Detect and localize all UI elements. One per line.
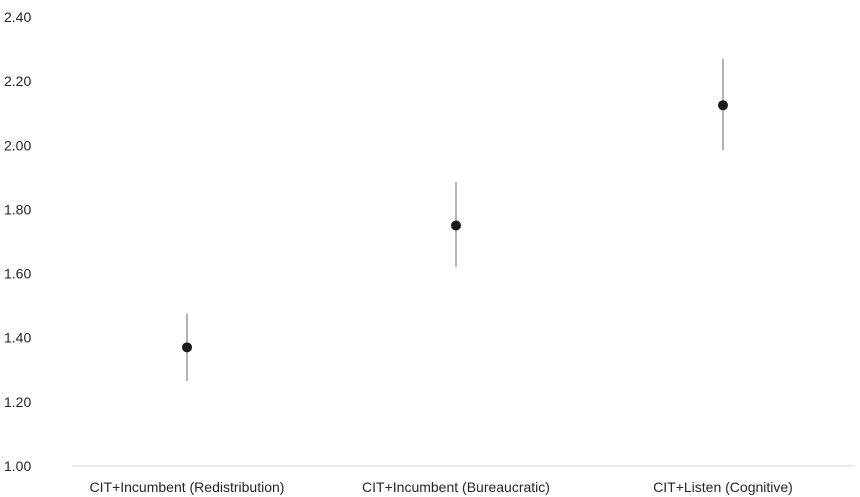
y-tick-label: 1.20 bbox=[4, 394, 31, 410]
data-points bbox=[182, 100, 728, 353]
data-point-marker bbox=[182, 342, 192, 353]
x-category-label: CIT+Incumbent (Bureaucratic) bbox=[362, 479, 550, 495]
x-category-label: CIT+Listen (Cognitive) bbox=[653, 479, 793, 495]
x-axis-categories: CIT+Incumbent (Redistribution) CIT+Incumb… bbox=[90, 479, 793, 495]
y-axis-ticks: 1.00 1.20 1.40 1.60 1.80 2.00 2.20 2.40 bbox=[4, 9, 31, 474]
y-tick-label: 1.80 bbox=[4, 201, 31, 217]
x-category-label: CIT+Incumbent (Redistribution) bbox=[90, 479, 285, 495]
data-point-marker bbox=[718, 100, 728, 111]
error-bars bbox=[186, 58, 724, 382]
y-tick-label: 1.60 bbox=[4, 266, 31, 282]
y-tick-label: 1.40 bbox=[4, 330, 31, 346]
y-tick-label: 2.40 bbox=[4, 9, 31, 25]
y-tick-label: 1.00 bbox=[4, 458, 31, 474]
data-point-marker bbox=[451, 220, 461, 231]
y-tick-label: 2.00 bbox=[4, 137, 31, 153]
y-tick-label: 2.20 bbox=[4, 73, 31, 89]
